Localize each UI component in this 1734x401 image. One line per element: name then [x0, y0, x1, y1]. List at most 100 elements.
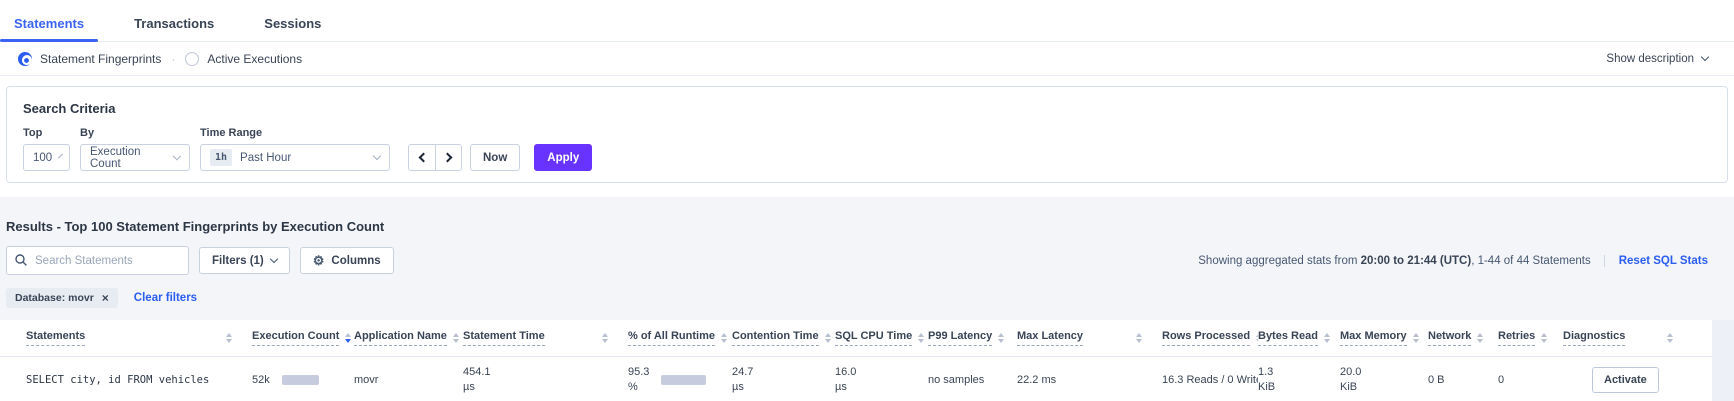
search-statements-input[interactable]	[6, 246, 189, 275]
now-button[interactable]: Now	[470, 144, 521, 171]
time-range-field: Time Range 1h Past Hour	[200, 127, 390, 171]
top-select-value: 100	[33, 151, 53, 164]
next-time-button[interactable]	[435, 145, 461, 170]
tab-label: Sessions	[264, 16, 322, 31]
column-header-statement-time[interactable]: Statement Time	[463, 330, 628, 346]
time-range-select[interactable]: 1h Past Hour	[200, 144, 390, 171]
sort-icon[interactable]	[824, 333, 831, 343]
apply-button[interactable]: Apply	[534, 144, 593, 171]
column-header-p99-latency[interactable]: P99 Latency	[928, 330, 1017, 346]
search-criteria-title: Search Criteria	[23, 101, 116, 116]
clear-filters-link[interactable]: Clear filters	[133, 292, 198, 304]
column-header-max-memory[interactable]: Max Memory	[1340, 330, 1428, 346]
top-select[interactable]: 100	[23, 144, 70, 171]
column-label: % of All Runtime	[628, 330, 715, 346]
chevron-down-icon	[269, 254, 279, 264]
filters-button[interactable]: Filters (1)	[199, 247, 290, 274]
cell-statement-link[interactable]: SELECT city, id FROM vehicles	[26, 373, 210, 386]
column-label: Max Memory	[1340, 330, 1407, 346]
time-range-badge: 1h	[210, 149, 233, 166]
tab-label: Statements	[14, 16, 85, 31]
search-criteria-controls: Top 100 By Execution Count Time Range 1h…	[23, 127, 1711, 171]
cell-contention-time: 24.7 µs	[732, 365, 835, 395]
table-right-gutter	[1712, 320, 1734, 401]
column-header-diagnostics[interactable]: Diagnostics	[1563, 330, 1693, 346]
sort-icon[interactable]	[226, 333, 232, 343]
cell-rows-processed: 16.3 Reads / 0 Writes	[1162, 373, 1258, 386]
column-header-execution-count[interactable]: Execution Count	[252, 330, 354, 346]
column-header-network[interactable]: Network	[1428, 330, 1498, 346]
column-header-rows-processed[interactable]: Rows Processed	[1162, 330, 1258, 346]
radio-statement-fingerprints[interactable]: Statement Fingerprints	[18, 51, 162, 66]
sort-icon[interactable]	[1667, 333, 1673, 343]
sort-icon[interactable]	[918, 333, 925, 343]
sort-icon[interactable]	[1412, 333, 1419, 343]
columns-button[interactable]: ⚙ Columns	[299, 247, 394, 274]
cell-statement-time: 454.1 µs	[463, 365, 628, 395]
show-description-toggle[interactable]: Show description	[1606, 52, 1710, 65]
tab-sessions[interactable]: Sessions	[250, 3, 335, 41]
sort-icon[interactable]	[998, 333, 1005, 343]
column-label: P99 Latency	[928, 330, 993, 346]
column-label: Application Name	[354, 330, 447, 346]
column-header-bytes-read[interactable]: Bytes Read	[1258, 330, 1340, 346]
statement-time-value: 454.1	[463, 365, 491, 378]
filter-chip-database[interactable]: Database: movr ×	[6, 288, 118, 308]
radio-label: Statement Fingerprints	[40, 51, 162, 66]
bytes-read-unit: KiB	[1258, 380, 1276, 393]
sort-icon[interactable]	[452, 333, 459, 343]
radio-active-executions[interactable]: Active Executions	[185, 51, 303, 66]
sort-icon[interactable]	[1323, 333, 1330, 343]
column-header-pct-runtime[interactable]: % of All Runtime	[628, 330, 732, 346]
previous-time-button[interactable]	[409, 145, 435, 170]
cell-p99-latency: no samples	[928, 373, 985, 386]
tab-bar: Statements Transactions Sessions	[0, 0, 1734, 42]
showing-time-range: 20:00 to 21:44 (UTC)	[1360, 254, 1472, 267]
radio-selected-icon[interactable]	[18, 51, 32, 66]
radio-unselected-icon[interactable]	[185, 51, 200, 66]
column-header-retries[interactable]: Retries	[1498, 330, 1563, 346]
runtime-bar	[661, 374, 707, 385]
search-statements-wrap	[6, 246, 189, 275]
column-header-statements[interactable]: Statements	[0, 330, 252, 346]
sort-icon[interactable]	[1541, 333, 1548, 343]
column-header-application-name[interactable]: Application Name	[354, 330, 463, 346]
cell-network: 0 B	[1428, 373, 1445, 386]
column-header-sql-cpu-time[interactable]: SQL CPU Time	[835, 330, 928, 346]
max-memory-unit: KiB	[1340, 380, 1358, 393]
column-header-max-latency[interactable]: Max Latency	[1017, 330, 1162, 346]
column-header-contention-time[interactable]: Contention Time	[732, 330, 835, 346]
by-select[interactable]: Execution Count	[80, 144, 190, 171]
options-separator: ·	[171, 51, 176, 66]
close-icon[interactable]: ×	[101, 291, 109, 305]
reset-sql-stats-link[interactable]: Reset SQL Stats	[1603, 254, 1708, 267]
sort-icon[interactable]	[720, 333, 727, 343]
time-nav-group	[408, 144, 462, 171]
activate-diagnostics-button[interactable]: Activate	[1592, 366, 1659, 393]
tab-transactions[interactable]: Transactions	[120, 3, 228, 41]
table-header-row: Statements Execution Count Application N…	[0, 320, 1712, 357]
top-label: Top	[23, 127, 43, 139]
time-range-value: Past Hour	[240, 151, 292, 164]
tab-label: Transactions	[134, 16, 215, 31]
tab-statements[interactable]: Statements	[0, 3, 99, 42]
sort-icon-active-desc[interactable]	[345, 333, 352, 343]
sort-icon[interactable]	[1477, 333, 1484, 343]
results-title: Results - Top 100 Statement Fingerprints…	[6, 219, 385, 234]
radio-label: Active Executions	[207, 51, 303, 66]
sort-icon[interactable]	[602, 333, 608, 343]
execution-count-value: 52k	[252, 373, 270, 386]
show-description-label: Show description	[1606, 52, 1694, 65]
sort-icon[interactable]	[1136, 333, 1142, 343]
by-field: By Execution Count	[80, 127, 190, 171]
cell-execution-count: 52k	[252, 374, 354, 386]
filters-button-label: Filters (1)	[212, 254, 264, 267]
bytes-read-value: 1.3	[1258, 365, 1274, 378]
column-label: SQL CPU Time	[835, 330, 913, 346]
sort-icon[interactable]	[1256, 333, 1258, 343]
showing-stats-text: Showing aggregated stats from 20:00 to 2…	[1198, 255, 1590, 267]
results-section: Results - Top 100 Statement Fingerprints…	[0, 197, 1734, 320]
chevron-right-icon	[442, 152, 452, 163]
top-field: Top 100	[23, 127, 70, 171]
max-memory-value: 20.0	[1340, 365, 1362, 378]
